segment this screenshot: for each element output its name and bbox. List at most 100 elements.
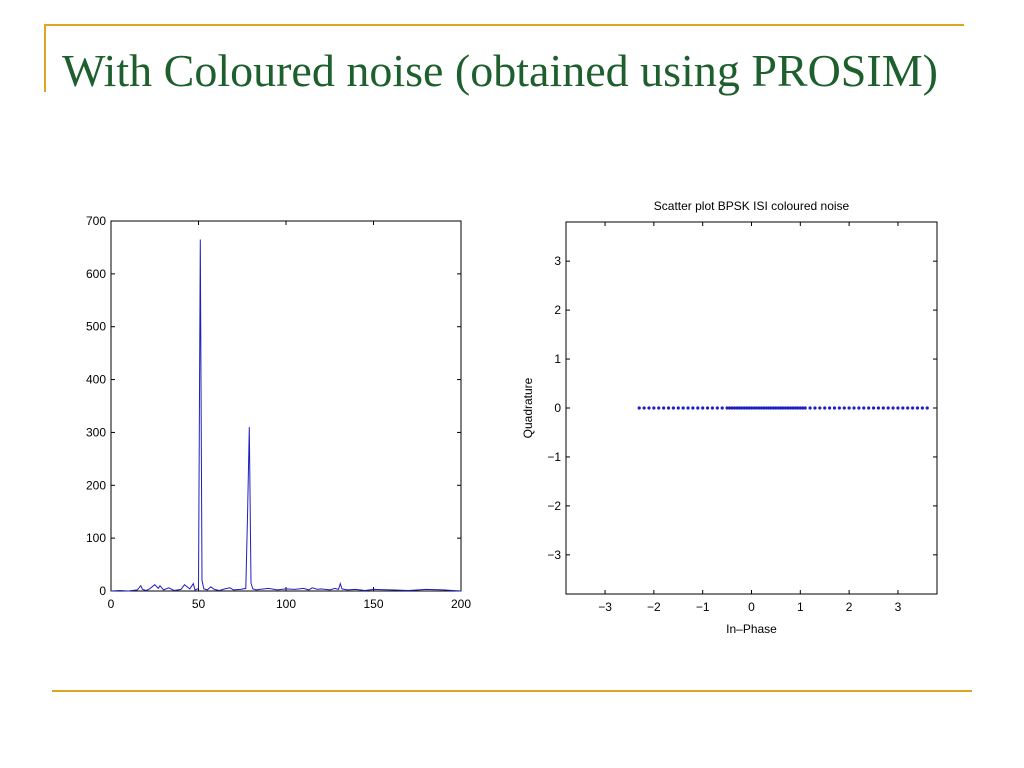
scatter-point <box>896 406 900 410</box>
y-tick-label: −3 <box>547 548 561 562</box>
x-tick-label: 2 <box>846 600 853 614</box>
scatter-point <box>801 406 805 410</box>
scatter-point <box>705 406 710 410</box>
scatter-point <box>762 406 766 410</box>
y-tick-label: 200 <box>86 478 106 492</box>
accent-rule-bottom <box>52 690 972 692</box>
scatter-point <box>759 406 763 410</box>
x-tick-label: 0 <box>748 600 755 614</box>
x-tick-label: −2 <box>647 600 661 614</box>
scatter-point <box>752 406 756 410</box>
scatter-point <box>842 406 846 410</box>
scatter-point <box>742 406 746 410</box>
scatter-point <box>747 406 751 410</box>
x-tick-label: 100 <box>276 597 296 611</box>
scatter-point <box>847 406 851 410</box>
scatter-point <box>676 406 680 410</box>
scatter-point <box>881 406 885 410</box>
y-tick-label: 300 <box>86 425 106 439</box>
scatter-point <box>754 406 758 410</box>
scatter-point <box>813 406 817 410</box>
scatter-point <box>647 406 651 410</box>
scatter-point <box>686 406 690 410</box>
y-tick-label: 500 <box>86 320 106 334</box>
scatter-point <box>818 406 822 410</box>
scatter-point <box>666 406 671 410</box>
scatter-point <box>652 406 656 410</box>
y-tick-label: 600 <box>86 267 106 281</box>
y-tick-label: 100 <box>86 531 106 545</box>
scatter-point <box>740 406 744 410</box>
scatter-point <box>776 406 780 410</box>
accent-rule-vertical <box>44 24 46 92</box>
y-tick-label: 1 <box>554 352 561 366</box>
scatter-point <box>786 406 790 410</box>
y-tick-label: 700 <box>86 214 106 228</box>
scatter-point <box>808 406 812 410</box>
scatter-point <box>769 406 773 410</box>
y-tick-label: 400 <box>86 373 106 387</box>
scatter-point <box>732 406 737 410</box>
scatter-point <box>774 406 778 410</box>
scatter-point <box>803 406 807 410</box>
x-tick-label: 200 <box>451 597 471 611</box>
scatter-point <box>876 406 881 410</box>
scatter-point <box>886 406 890 410</box>
scatter-point <box>671 406 675 410</box>
scatter-point <box>837 406 841 410</box>
scatter-point <box>862 406 866 410</box>
y-axis-title: Quadrature <box>521 377 535 438</box>
scatter-plot-title: Scatter plot BPSK ISI coloured noise <box>654 199 850 213</box>
scatter-point <box>852 406 856 410</box>
scatter-point <box>764 406 768 410</box>
scatter-point <box>642 406 646 410</box>
scatter-point <box>781 406 785 410</box>
scatter-point <box>796 406 800 410</box>
scatter-point <box>745 406 749 410</box>
spectrum-series-line <box>110 239 462 592</box>
scatter-point <box>771 406 776 410</box>
x-tick-label: 50 <box>192 597 206 611</box>
scatter-point <box>637 406 641 410</box>
scatter-point <box>691 406 695 410</box>
y-tick-label: 0 <box>99 584 106 598</box>
scatter-point <box>662 406 666 410</box>
y-tick-label: −2 <box>547 499 561 513</box>
scatter-point <box>867 406 871 410</box>
scatter-point <box>710 406 715 410</box>
y-tick-label: 0 <box>554 401 561 415</box>
x-tick-label: 3 <box>895 600 902 614</box>
x-tick-label: −3 <box>598 600 612 614</box>
scatter-point <box>823 406 827 410</box>
scatter-point <box>906 406 910 410</box>
scatter-point <box>730 406 734 410</box>
y-tick-label: −1 <box>547 450 561 464</box>
scatter-point <box>910 406 915 410</box>
scatter-point <box>727 406 732 410</box>
scatter-point <box>871 406 876 410</box>
scatter-point <box>766 406 771 410</box>
scatter-point <box>657 406 661 410</box>
scatter-point <box>791 406 795 410</box>
x-tick-label: 150 <box>363 597 383 611</box>
scatter-point <box>720 406 724 410</box>
scatter-point <box>725 406 729 410</box>
scatter-point <box>784 406 788 410</box>
scatter-point <box>901 406 905 410</box>
x-tick-label: 1 <box>797 600 804 614</box>
scatter-point <box>788 406 793 410</box>
x-axis-title: In–Phase <box>726 622 777 636</box>
scatter-point <box>749 406 754 410</box>
scatter-point <box>798 406 802 410</box>
accent-rule-top <box>44 24 964 26</box>
x-tick-label: −1 <box>696 600 710 614</box>
scatter-point <box>857 406 861 410</box>
scatter-point <box>832 406 837 410</box>
scatter-point <box>828 406 832 410</box>
scatter-point <box>779 406 783 410</box>
scatter-point <box>735 406 739 410</box>
scatter-point <box>737 406 741 410</box>
scatter-point <box>681 406 685 410</box>
